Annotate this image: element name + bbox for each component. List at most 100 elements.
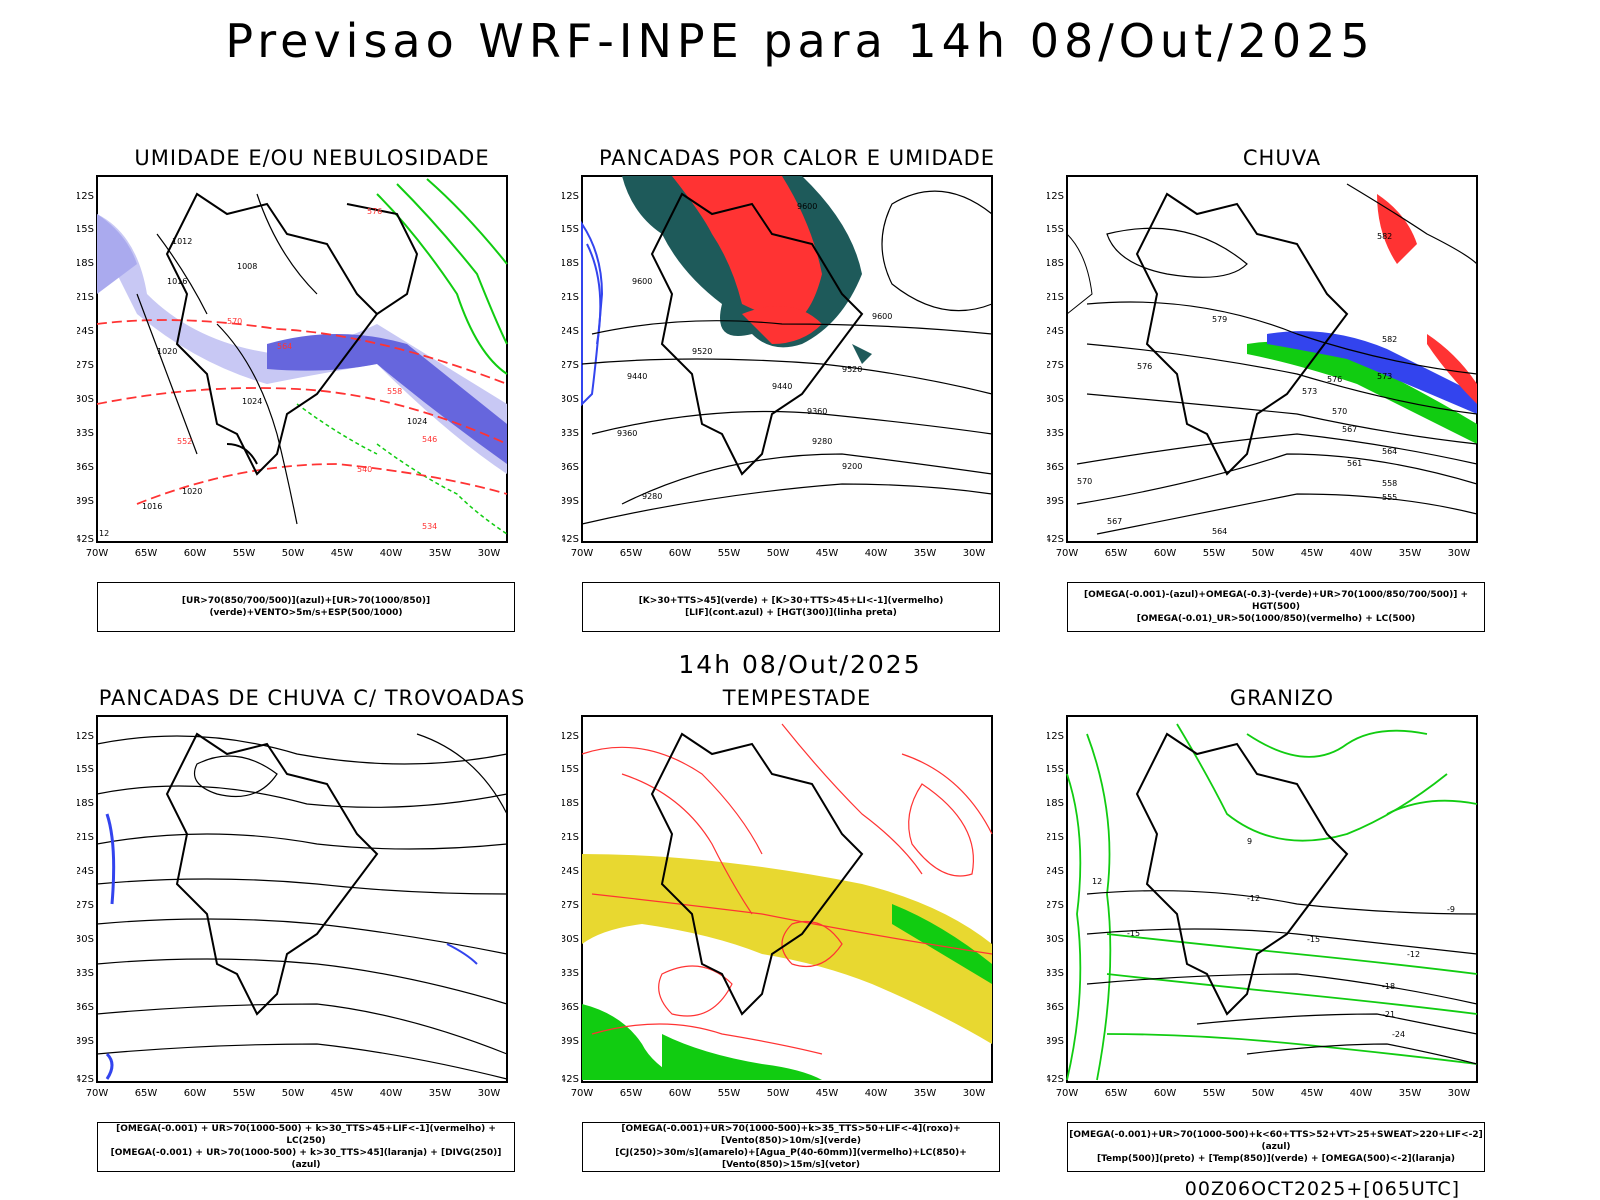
svg-text:60W: 60W [184, 548, 207, 559]
label: 9520 [692, 347, 712, 356]
svg-text:18S: 18S [562, 258, 579, 269]
svg-text:30W: 30W [963, 548, 986, 559]
svg-text:50W: 50W [767, 548, 790, 559]
svg-text:30S: 30S [1047, 394, 1064, 405]
svg-text:70W: 70W [1056, 1088, 1079, 1099]
lat-axis-ticks: 12S 15S 18S 21S 24S 27S 30S 33S 36S 39S 42S [1047, 731, 1064, 1085]
label: 570 [1077, 477, 1092, 486]
svg-text:30W: 30W [963, 1088, 986, 1099]
svg-text:18S: 18S [1047, 258, 1064, 269]
svg-text:50W: 50W [282, 548, 305, 559]
label: 9440 [772, 382, 792, 391]
lon-axis-ticks: 70W 65W 60W 55W 50W 45W 40W 35W 30W [571, 1088, 986, 1099]
map-background [581, 175, 993, 543]
panel-heat-showers: PANCADAS POR CALOR E UMIDADE 12S 15S 18S 2… [562, 146, 1032, 632]
svg-text:42S: 42S [1047, 534, 1064, 545]
map-background [96, 175, 508, 543]
svg-text:33S: 33S [77, 428, 94, 439]
svg-text:33S: 33S [562, 968, 579, 979]
map-storm: 12S 15S 18S 21S 24S 27S 30S 33S 36S 39S 42S 70W… [562, 715, 993, 1099]
svg-text:55W: 55W [718, 548, 741, 559]
svg-text:33S: 33S [1047, 428, 1064, 439]
legend: [K>30+TTS>45](verde) + [K>30+TTS>45+LI<-… [582, 582, 1000, 632]
legend-line: [Temp(500)](preto) + [Temp(850)](verde) … [1096, 1154, 1456, 1164]
svg-text:60W: 60W [1154, 548, 1177, 559]
svg-text:27S: 27S [562, 900, 579, 911]
label: 567 [1107, 517, 1122, 526]
label: 576 [367, 207, 382, 216]
svg-text:27S: 27S [562, 360, 579, 371]
label: 1020 [157, 347, 177, 356]
svg-text:12S: 12S [562, 731, 579, 742]
svg-text:60W: 60W [184, 1088, 207, 1099]
panel-title: UMIDADE E/OU NEBULOSIDADE [134, 146, 490, 170]
svg-text:70W: 70W [86, 548, 109, 559]
svg-text:15S: 15S [77, 764, 94, 775]
svg-text:39S: 39S [1047, 1036, 1064, 1047]
svg-text:45W: 45W [331, 548, 354, 559]
svg-text:24S: 24S [562, 866, 579, 877]
svg-text:39S: 39S [562, 1036, 579, 1047]
legend-line: [UR>70(850/700/500)](azul)+[UR>70(1000/8… [181, 596, 431, 618]
label: 9520 [842, 365, 862, 374]
label: -21 [1382, 1010, 1395, 1019]
svg-text:42S: 42S [77, 534, 94, 545]
main-title: Previsao WRF-INPE para 14h 08/Out/2025 [225, 14, 1375, 68]
svg-text:45W: 45W [1301, 1088, 1324, 1099]
panel-rain: CHUVA 12S 15S 18S 21S 24S 27S 30S 33S 36S 39S 4… [1047, 146, 1517, 632]
label: 561 [1347, 459, 1362, 468]
svg-text:36S: 36S [1047, 1002, 1064, 1013]
svg-text:40W: 40W [865, 548, 888, 559]
map-thunderstorms: 12S 15S 18S 21S 24S 27S 30S 33S 36S 39S 42S 70W… [77, 715, 508, 1099]
legend: [UR>70(850/700/500)](azul)+[UR>70(1000/8… [97, 582, 515, 632]
svg-text:21S: 21S [77, 832, 94, 843]
label: 9600 [632, 277, 652, 286]
svg-text:65W: 65W [135, 548, 158, 559]
label: 9600 [872, 312, 892, 321]
contour-labels: 9600 9520 9440 9360 9280 9200 9360 9280 … [617, 202, 892, 501]
legend-line: [OMEGA(-0.001)+UR>70(1000-500)+k<60+TTS>… [1069, 1130, 1483, 1152]
label: 9440 [627, 372, 647, 381]
panel-title: PANCADAS POR CALOR E UMIDADE [598, 146, 996, 170]
label: 570 [1332, 407, 1347, 416]
panel-hail: GRANIZO 12S 15S 18S 21S 24S 27S 30S 33S 36S 39… [1047, 686, 1517, 1172]
label: 9360 [617, 429, 637, 438]
label: 12 [1092, 877, 1102, 886]
svg-text:21S: 21S [562, 292, 579, 303]
svg-text:36S: 36S [77, 462, 94, 473]
svg-text:45W: 45W [816, 548, 839, 559]
lon-axis-ticks: 70W 65W 60W 55W 50W 45W 40W 35W 30W [1056, 548, 1471, 559]
label: -12 [1247, 894, 1260, 903]
svg-text:30W: 30W [1448, 1088, 1471, 1099]
svg-text:33S: 33S [77, 968, 94, 979]
label: 573 [1377, 372, 1392, 381]
svg-text:27S: 27S [1047, 360, 1064, 371]
svg-text:30W: 30W [478, 1088, 501, 1099]
label: 540 [357, 465, 372, 474]
lon-axis-ticks: 70W 65W 60W 55W 50W 45W 40W 35W 30W [571, 548, 986, 559]
map-rain: 12S 15S 18S 21S 24S 27S 30S 33S 36S 39S 42S 70W… [1047, 175, 1478, 559]
legend: [OMEGA(-0.001)+UR>70(1000-500)+k<60+TTS>… [1067, 1122, 1485, 1172]
panel-storm: TEMPESTADE 12S 15S 18S 21S 24S 27S 30S 33S 36S… [562, 686, 1032, 1172]
label: 534 [422, 522, 437, 531]
svg-text:12S: 12S [1047, 731, 1064, 742]
svg-text:30S: 30S [77, 934, 94, 945]
svg-text:27S: 27S [77, 360, 94, 371]
svg-text:33S: 33S [1047, 968, 1064, 979]
svg-text:35W: 35W [429, 548, 452, 559]
panel-title: GRANIZO [1229, 686, 1335, 710]
label: 1016 [167, 277, 187, 286]
legend-line: [K>30+TTS>45](verde) + [K>30+TTS>45+LI<-… [638, 596, 944, 606]
lon-axis-ticks: 70W 65W 60W 55W 50W 45W 40W 35W 30W [1056, 1088, 1471, 1099]
svg-text:24S: 24S [77, 326, 94, 337]
label: 12 [99, 529, 109, 538]
lon-axis-ticks: 70W 65W 60W 55W 50W 45W 40W 35W 30W [86, 1088, 501, 1099]
mid-title: 14h 08/Out/2025 [678, 650, 922, 679]
contour-labels: 582 576 573 570 567 564 561 558 555 582 … [1077, 232, 1397, 536]
label: 1024 [242, 397, 262, 406]
label: 576 [1137, 362, 1152, 371]
panel-title: TEMPESTADE [722, 686, 872, 710]
svg-text:12S: 12S [1047, 191, 1064, 202]
map-background [581, 715, 993, 1083]
svg-text:42S: 42S [1047, 1074, 1064, 1085]
